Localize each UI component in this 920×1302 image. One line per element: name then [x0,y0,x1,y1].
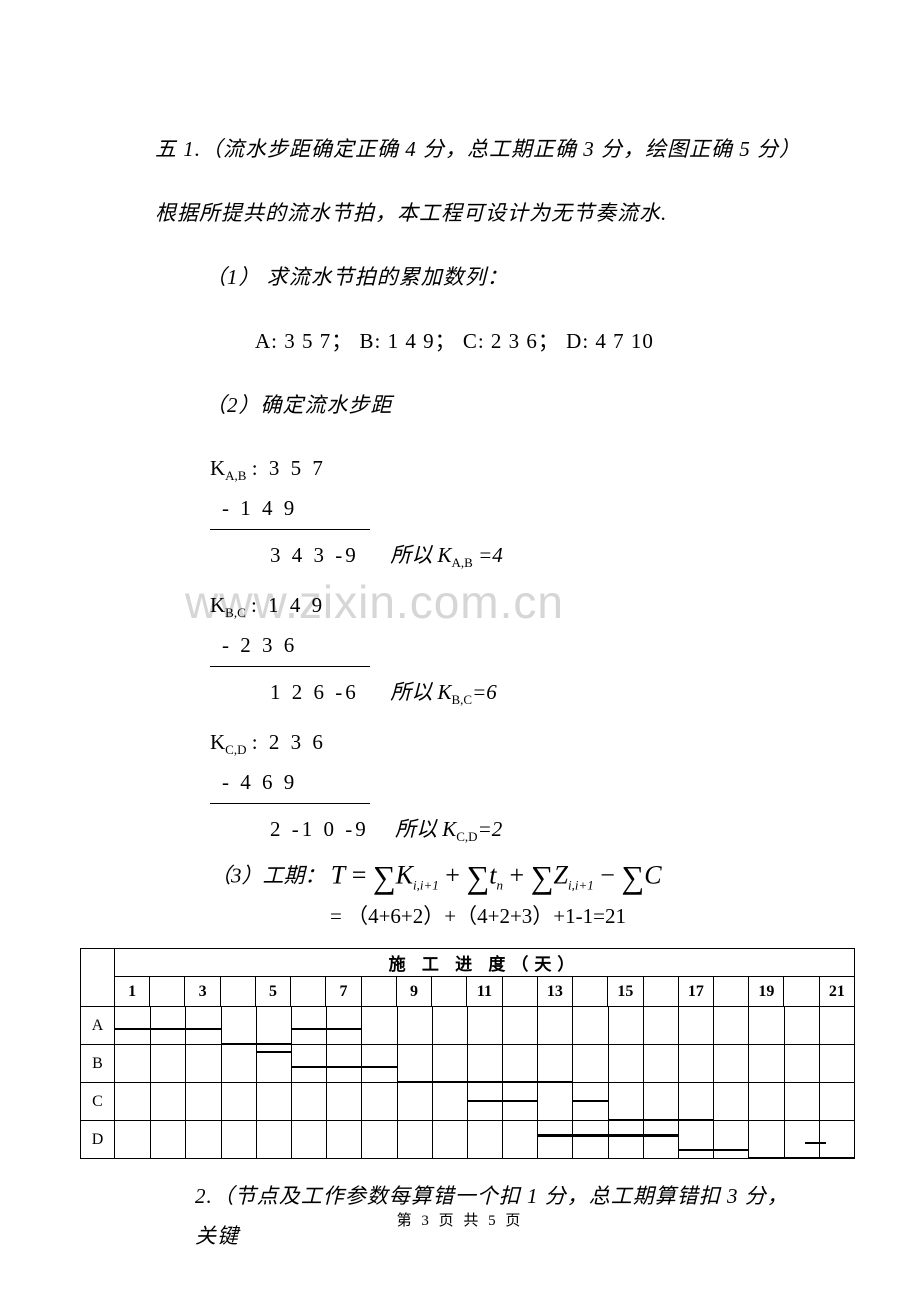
gantt-day-16 [643,977,678,1007]
gantt-day-13: 13 [537,977,572,1007]
kbc-symbol: KB,C [210,593,251,617]
kbc-result: 1 2 6 -6 [270,680,359,704]
gantt-day-3: 3 [185,977,220,1007]
kcd-minus-row: - 4 6 9 [210,763,370,804]
sequence-list: A: 3 5 7； B: 1 4 9； C: 2 3 6； D: 4 7 10 [155,322,800,362]
gantt-day-9: 9 [396,977,431,1007]
gantt-bar-B-1 [291,1066,397,1068]
kbc-minus-row: - 2 3 6 [210,626,370,667]
kcd-result: 2 -1 0 -9 [270,817,369,841]
kbc-conclusion: 所以 KB,C=6 [390,680,497,704]
gantt-day-8 [361,977,396,1007]
gantt-bar-D-3 [805,1142,826,1144]
gantt-day-20 [784,977,819,1007]
gantt-chart: 施 工 进 度（天）13579111315171921ABCD [80,948,855,1159]
gantt-day-19: 19 [749,977,784,1007]
calc-kcd: KC,D : 2 3 6 - 4 6 9 2 -1 0 -9 所以 KC,D=2 [155,723,800,850]
kab-result: 3 4 3 -9 [270,543,359,567]
gantt-day-10 [432,977,467,1007]
gantt-day-4 [220,977,255,1007]
gantt-day-5: 5 [255,977,290,1007]
formula-expression: T = ∑Ki,i+1 + ∑tn + ∑Zi,i+1 − ∑C [331,859,662,896]
kab-symbol: KA,B [210,456,252,480]
gantt-bar-B-0 [256,1051,291,1053]
paragraph-1: 五 1.（流水步距确定正确 4 分，总工期正确 3 分，绘图正确 5 分） [155,130,800,170]
kcd-symbol: KC,D [210,730,252,754]
gantt-day-17: 17 [678,977,713,1007]
item-2-heading: （2）确定流水步距 [155,386,800,426]
gantt-bar-D-2 [748,1157,854,1159]
paragraph-2: 根据所提共的流水节拍，本工程可设计为无节奏流水. [155,194,800,234]
kcd-conclusion: 所以 KC,D=2 [395,817,502,841]
paragraph-last: 2.（节点及工作参数每算错一个扣 1 分，总工期算错扣 3 分，关键 [155,1177,800,1257]
gantt-row-track-D [115,1121,855,1159]
gantt-day-1: 1 [115,977,150,1007]
gantt-day-2 [150,977,185,1007]
gantt-row-label-D: D [81,1121,115,1159]
gantt-day-18 [713,977,748,1007]
gantt-row-track-C [115,1083,855,1121]
gantt-corner [81,949,115,1007]
item-1-heading: （1） 求流水节拍的累加数列： [155,258,800,298]
calc-kab: KA,B : 3 5 7 - 1 4 9 3 4 3 -9 所以 KA,B =4 [155,449,800,576]
formula-row: （3）工期： T = ∑Ki,i+1 + ∑tn + ∑Zi,i+1 − ∑C [155,859,800,896]
gantt-row-track-B [115,1045,855,1083]
gantt-day-21: 21 [819,977,854,1007]
gantt-day-14 [573,977,608,1007]
gantt-row-track-A [115,1007,855,1045]
kbc-top: : 1 4 9 [251,593,325,617]
kab-top: : 3 5 7 [252,456,326,480]
kab-conclusion: 所以 KA,B =4 [390,543,503,567]
gantt-row-label-B: B [81,1045,115,1083]
formula-numeric: = （4+6+2）+（4+2+3）+1-1=21 [155,900,800,930]
gantt-day-12 [502,977,537,1007]
kcd-top: : 2 3 6 [252,730,326,754]
gantt-header: 施 工 进 度（天） [115,949,855,977]
kab-minus-row: - 1 4 9 [210,489,370,530]
gantt-bar-A-0 [115,1028,221,1030]
gantt-day-11: 11 [467,977,502,1007]
page-content: 五 1.（流水步距确定正确 4 分，总工期正确 3 分，绘图正确 5 分） 根据… [155,130,800,1257]
gantt-row-label-C: C [81,1083,115,1121]
gantt-day-6 [291,977,326,1007]
calc-kbc: KB,C : 1 4 9 - 2 3 6 1 2 6 -6 所以 KB,C=6 [155,586,800,713]
gantt-day-15: 15 [608,977,643,1007]
gantt-bar-C-1 [572,1100,607,1102]
gantt-row-label-A: A [81,1007,115,1045]
formula-label: （3）工期： [210,864,326,888]
gantt-day-7: 7 [326,977,361,1007]
